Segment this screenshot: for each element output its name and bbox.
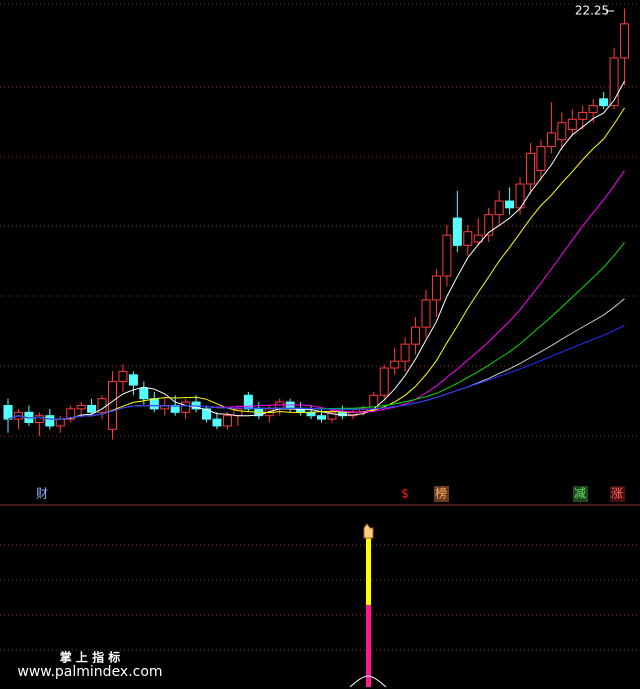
candle-body bbox=[620, 23, 630, 59]
candle-body bbox=[567, 118, 577, 130]
candle-body bbox=[588, 105, 598, 113]
candle-body bbox=[400, 343, 410, 362]
indicator-bar bbox=[366, 605, 371, 687]
candle-body bbox=[431, 275, 441, 301]
candle-body bbox=[128, 374, 138, 386]
candle-body bbox=[317, 415, 326, 420]
candle-body bbox=[202, 408, 212, 420]
candle-body bbox=[181, 401, 191, 413]
candle-body bbox=[139, 387, 149, 400]
candle-body bbox=[411, 326, 421, 345]
candles bbox=[3, 8, 630, 440]
candle-body bbox=[578, 111, 588, 120]
signal: 涨 bbox=[611, 486, 623, 501]
hand-icon bbox=[363, 523, 374, 539]
candle-body bbox=[108, 381, 117, 430]
candle-body bbox=[66, 408, 76, 420]
candle-body bbox=[546, 132, 556, 148]
candle-body bbox=[149, 398, 159, 410]
signal: $ bbox=[401, 487, 409, 501]
candle-body bbox=[3, 404, 13, 420]
candle-body bbox=[442, 234, 452, 277]
signals: 财 $ 榜 减 涨 bbox=[36, 486, 625, 502]
candle-body bbox=[45, 415, 55, 427]
moving-average bbox=[7, 80, 625, 420]
candle-body bbox=[536, 146, 546, 171]
candle-body bbox=[55, 418, 65, 427]
candle-body bbox=[243, 394, 253, 410]
candle-body bbox=[609, 57, 619, 107]
indicator-bar bbox=[366, 537, 371, 605]
indicator-curve bbox=[349, 675, 387, 688]
moving-average bbox=[7, 107, 625, 420]
candle-body bbox=[379, 367, 389, 396]
signal-box bbox=[434, 486, 449, 502]
candle-body bbox=[484, 214, 494, 236]
price-grid bbox=[0, 86, 640, 437]
indicator bbox=[349, 523, 387, 688]
candle-body bbox=[599, 98, 609, 107]
candle-body bbox=[76, 404, 86, 410]
candle-body bbox=[327, 411, 337, 420]
candle-body bbox=[421, 299, 431, 328]
signal-box bbox=[573, 486, 588, 502]
indicator-grid bbox=[0, 544, 640, 651]
signal: 榜 bbox=[435, 486, 447, 501]
candle-body bbox=[473, 234, 483, 243]
candle-body bbox=[212, 418, 222, 427]
signal-box bbox=[610, 486, 625, 502]
candle-body bbox=[170, 404, 180, 413]
candle-body bbox=[505, 200, 515, 209]
moving-average bbox=[7, 325, 625, 420]
candle-body bbox=[452, 217, 462, 246]
candle-body bbox=[87, 404, 97, 413]
signal: 减 bbox=[574, 487, 586, 501]
candle-body bbox=[390, 360, 400, 369]
watermark-url: www.palmindex.com bbox=[17, 664, 162, 680]
high-label: 22.25 bbox=[575, 4, 609, 18]
candle-body bbox=[34, 415, 44, 424]
signal: 财 bbox=[36, 487, 48, 501]
candle-body bbox=[463, 231, 473, 246]
watermark-title: 掌 上 指 标 bbox=[60, 650, 121, 665]
candle-body bbox=[526, 152, 535, 185]
candle-body bbox=[222, 415, 232, 427]
candle-body bbox=[494, 200, 504, 216]
candle-body bbox=[557, 122, 567, 141]
candle-body bbox=[118, 370, 128, 383]
